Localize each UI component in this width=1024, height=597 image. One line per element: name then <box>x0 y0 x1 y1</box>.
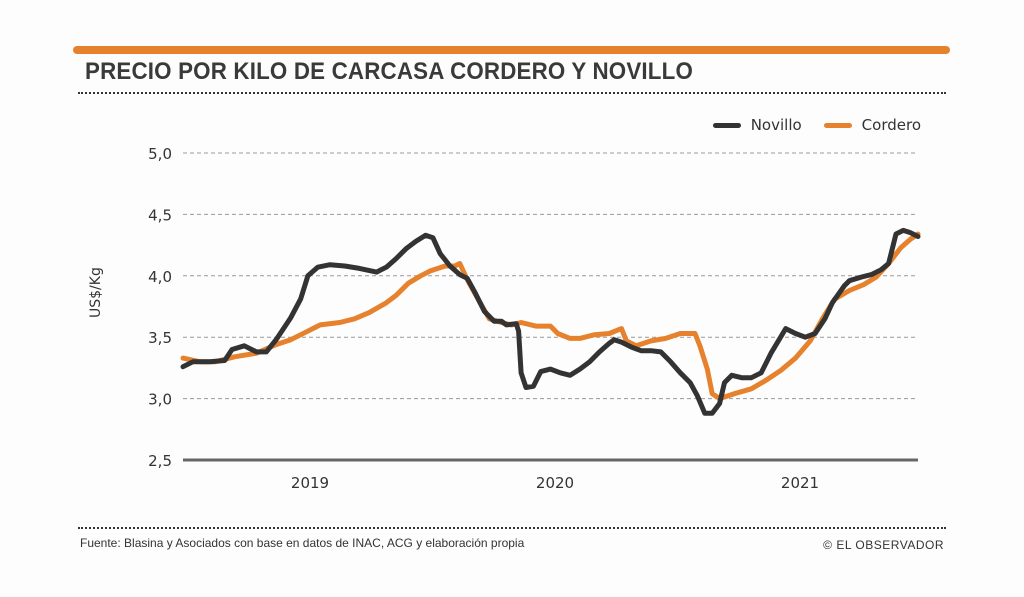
series-line-cordero <box>180 231 921 402</box>
legend-item-cordero: Cordero <box>823 116 921 134</box>
gridlines <box>183 152 918 462</box>
y-tick-label: 4,5 <box>148 206 172 224</box>
legend: Novillo Cordero <box>691 116 921 134</box>
series-line-novillo <box>180 227 921 416</box>
source-note: Fuente: Blasina y Asociados con base en … <box>80 536 525 550</box>
legend-label-novillo: Novillo <box>750 116 802 134</box>
y-tick-labels: 2,5 3,0 3,5 4,0 4,5 5,0 <box>148 145 172 470</box>
x-tick-labels: 2019 2020 2021 <box>291 474 819 492</box>
series-lines <box>180 227 921 416</box>
y-tick-label: 3,0 <box>148 391 172 409</box>
y-tick-label: 2,5 <box>148 452 172 470</box>
x-tick-label: 2019 <box>291 474 329 492</box>
y-tick-label: 3,5 <box>148 329 172 347</box>
footer-divider <box>78 527 946 529</box>
chart-title: PRECIO POR KILO DE CARCASA CORDERO Y NOV… <box>85 58 694 85</box>
legend-label-cordero: Cordero <box>861 116 921 134</box>
y-tick-label: 5,0 <box>148 145 172 163</box>
y-tick-label: 4,0 <box>148 268 172 286</box>
legend-item-novillo: Novillo <box>712 116 802 134</box>
legend-swatch-cordero <box>823 122 852 128</box>
title-divider <box>78 92 946 94</box>
accent-bar <box>73 46 950 54</box>
credit: © EL OBSERVADOR <box>823 538 944 552</box>
legend-swatch-novillo <box>712 122 741 128</box>
x-tick-label: 2020 <box>536 474 574 492</box>
x-tick-label: 2021 <box>781 474 819 492</box>
